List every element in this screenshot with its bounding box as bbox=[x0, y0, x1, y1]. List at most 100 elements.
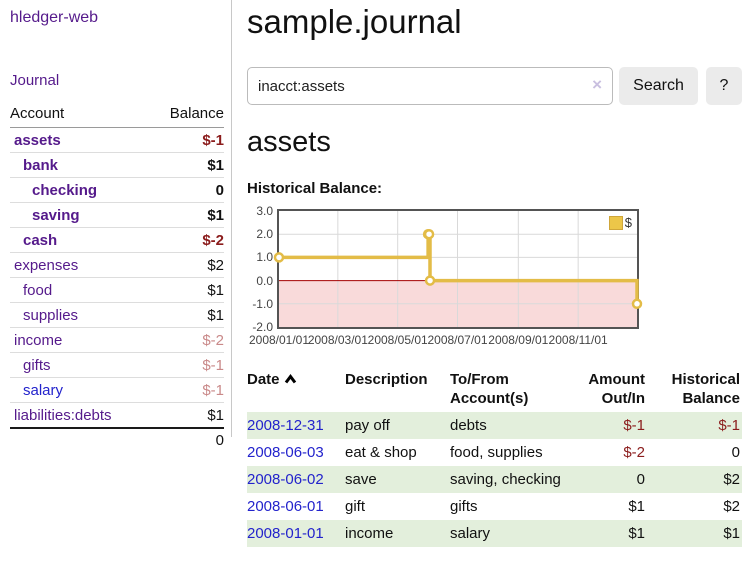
search-input[interactable] bbox=[247, 67, 613, 105]
transaction-balance: $2 bbox=[723, 498, 740, 515]
account-row: bank $1 bbox=[10, 152, 224, 178]
transaction-description: income bbox=[345, 525, 394, 542]
account-row: food $1 bbox=[10, 277, 224, 303]
account-balance: $1 bbox=[207, 406, 224, 424]
account-balance: $1 bbox=[149, 152, 224, 178]
transaction-date-link[interactable]: 2008-06-01 bbox=[247, 498, 324, 515]
account-row: salary $-1 bbox=[10, 377, 224, 403]
accounts-total-row: 0 bbox=[10, 427, 224, 452]
x-tick-label: 2008/03/01 bbox=[307, 333, 368, 347]
account-balance: $-1 bbox=[149, 377, 224, 403]
account-balance: $1 bbox=[149, 277, 224, 303]
transaction-date-link[interactable]: 2008-06-03 bbox=[247, 444, 324, 461]
account-link[interactable]: liabilities:debts bbox=[14, 406, 112, 424]
page-title: sample.journal bbox=[247, 3, 462, 40]
chart-title: Historical Balance: bbox=[247, 180, 383, 197]
transaction-balance: $-1 bbox=[718, 417, 740, 434]
transaction-amount: $-2 bbox=[623, 444, 645, 461]
account-link[interactable]: cash bbox=[23, 231, 58, 249]
register-row: 2008-12-31 pay off debts $-1 $-1 bbox=[247, 412, 742, 439]
account-row: cash $-2 bbox=[10, 227, 224, 253]
register-table: Date Description To/From Account(s) Amou… bbox=[247, 368, 742, 547]
account-link[interactable]: checking bbox=[32, 181, 98, 199]
legend-label: $ bbox=[624, 215, 632, 230]
register-row: 2008-06-02 save saving, checking 0 $2 bbox=[247, 466, 742, 493]
transaction-date-link[interactable]: 2008-12-31 bbox=[247, 417, 324, 434]
register-header-accounts: To/From Account(s) bbox=[450, 371, 529, 407]
transaction-amount: $1 bbox=[628, 498, 645, 515]
nav-journal-link[interactable]: Journal bbox=[10, 72, 60, 89]
transaction-description: pay off bbox=[345, 417, 390, 434]
register-header-date-label: Date bbox=[247, 371, 280, 388]
y-tick-label: 3.0 bbox=[256, 204, 273, 218]
transaction-accounts: gifts bbox=[450, 498, 478, 515]
transaction-balance: $1 bbox=[723, 525, 740, 542]
search-form: × Search ? bbox=[247, 67, 742, 105]
y-tick-label: -1.0 bbox=[252, 296, 273, 311]
account-balance: $-1 bbox=[149, 352, 224, 378]
y-tick-label: 1.0 bbox=[256, 250, 273, 265]
chart-plot-area: $ bbox=[273, 209, 643, 329]
legend-swatch-icon bbox=[608, 215, 623, 230]
transaction-date-link[interactable]: 2008-01-01 bbox=[247, 525, 324, 542]
sort-ascending-icon bbox=[284, 370, 297, 389]
account-balance: 0 bbox=[149, 177, 224, 203]
register-row: 2008-06-03 eat & shop food, supplies $-2 0 bbox=[247, 439, 742, 466]
register-header-amount: Amount Out/In bbox=[588, 371, 645, 407]
transaction-date-link[interactable]: 2008-06-02 bbox=[247, 471, 324, 488]
accounts-header-balance: Balance bbox=[149, 102, 224, 128]
main-content: sample.journal × Search ? assets Histori… bbox=[247, 0, 742, 547]
register-row: 2008-01-01 income salary $1 $1 bbox=[247, 520, 742, 547]
account-row: liabilities:debts $1 bbox=[10, 403, 224, 429]
account-row: saving $1 bbox=[10, 202, 224, 228]
x-tick-label: 2008/09/01 bbox=[488, 333, 549, 347]
transaction-balance: $2 bbox=[723, 471, 740, 488]
transaction-amount: 0 bbox=[636, 471, 645, 488]
account-link[interactable]: food bbox=[23, 281, 53, 299]
chart-legend: $ bbox=[607, 214, 633, 231]
transaction-accounts: saving, checking bbox=[450, 471, 561, 488]
account-balance: $2 bbox=[149, 252, 224, 278]
account-row: expenses $2 bbox=[10, 252, 224, 278]
clear-search-icon[interactable]: × bbox=[592, 75, 602, 94]
accounts-header-account: Account bbox=[10, 102, 150, 128]
transaction-description: save bbox=[345, 471, 377, 488]
transaction-accounts: food, supplies bbox=[450, 444, 543, 461]
y-tick-label: -2.0 bbox=[252, 320, 273, 334]
account-row: checking 0 bbox=[10, 177, 224, 203]
chart-canvas bbox=[273, 211, 643, 327]
brand-link[interactable]: hledger-web bbox=[10, 9, 99, 26]
x-tick-label: 2008/05/01 bbox=[367, 333, 428, 347]
account-link[interactable]: bank bbox=[23, 156, 59, 174]
x-tick-label: 2008/01/01 bbox=[248, 333, 310, 347]
register-row: 2008-06-01 gift gifts $1 $2 bbox=[247, 493, 742, 520]
transaction-amount: $1 bbox=[628, 525, 645, 542]
account-balance: $-1 bbox=[149, 127, 224, 153]
transaction-balance: 0 bbox=[731, 444, 740, 461]
sidebar: hledger-web Journal Account Balance asse… bbox=[0, 0, 232, 452]
search-button[interactable]: Search bbox=[619, 67, 698, 105]
y-tick-label: 2.0 bbox=[256, 227, 273, 242]
account-row: income $-2 bbox=[10, 327, 224, 353]
register-header-date[interactable]: Date bbox=[247, 368, 345, 412]
help-button[interactable]: ? bbox=[706, 67, 742, 105]
account-link[interactable]: income bbox=[14, 331, 63, 349]
transaction-accounts: debts bbox=[450, 417, 487, 434]
account-row: gifts $-1 bbox=[10, 352, 224, 378]
transaction-accounts: salary bbox=[450, 525, 491, 542]
account-link[interactable]: salary bbox=[23, 381, 64, 399]
account-link[interactable]: expenses bbox=[14, 256, 79, 274]
x-tick-label: 2008/07/01 bbox=[427, 333, 488, 347]
account-link[interactable]: gifts bbox=[23, 356, 51, 374]
account-link[interactable]: assets bbox=[14, 131, 61, 149]
register-header-balance: Historical Balance bbox=[671, 371, 740, 407]
account-balance: $1 bbox=[149, 302, 224, 328]
x-tick-label: 2008/11/01 bbox=[548, 333, 608, 347]
account-balance: $1 bbox=[149, 202, 224, 228]
account-row: assets $-1 bbox=[10, 127, 224, 153]
account-balance: $-2 bbox=[149, 227, 224, 253]
balance-chart: $ 3.0 2.0 1.0 0.0 -1.0 -2.0 2008/01/01 2008/03/… bbox=[247, 204, 742, 351]
account-link[interactable]: saving bbox=[32, 206, 80, 224]
account-link[interactable]: supplies bbox=[23, 306, 79, 324]
account-heading: assets bbox=[247, 126, 331, 158]
